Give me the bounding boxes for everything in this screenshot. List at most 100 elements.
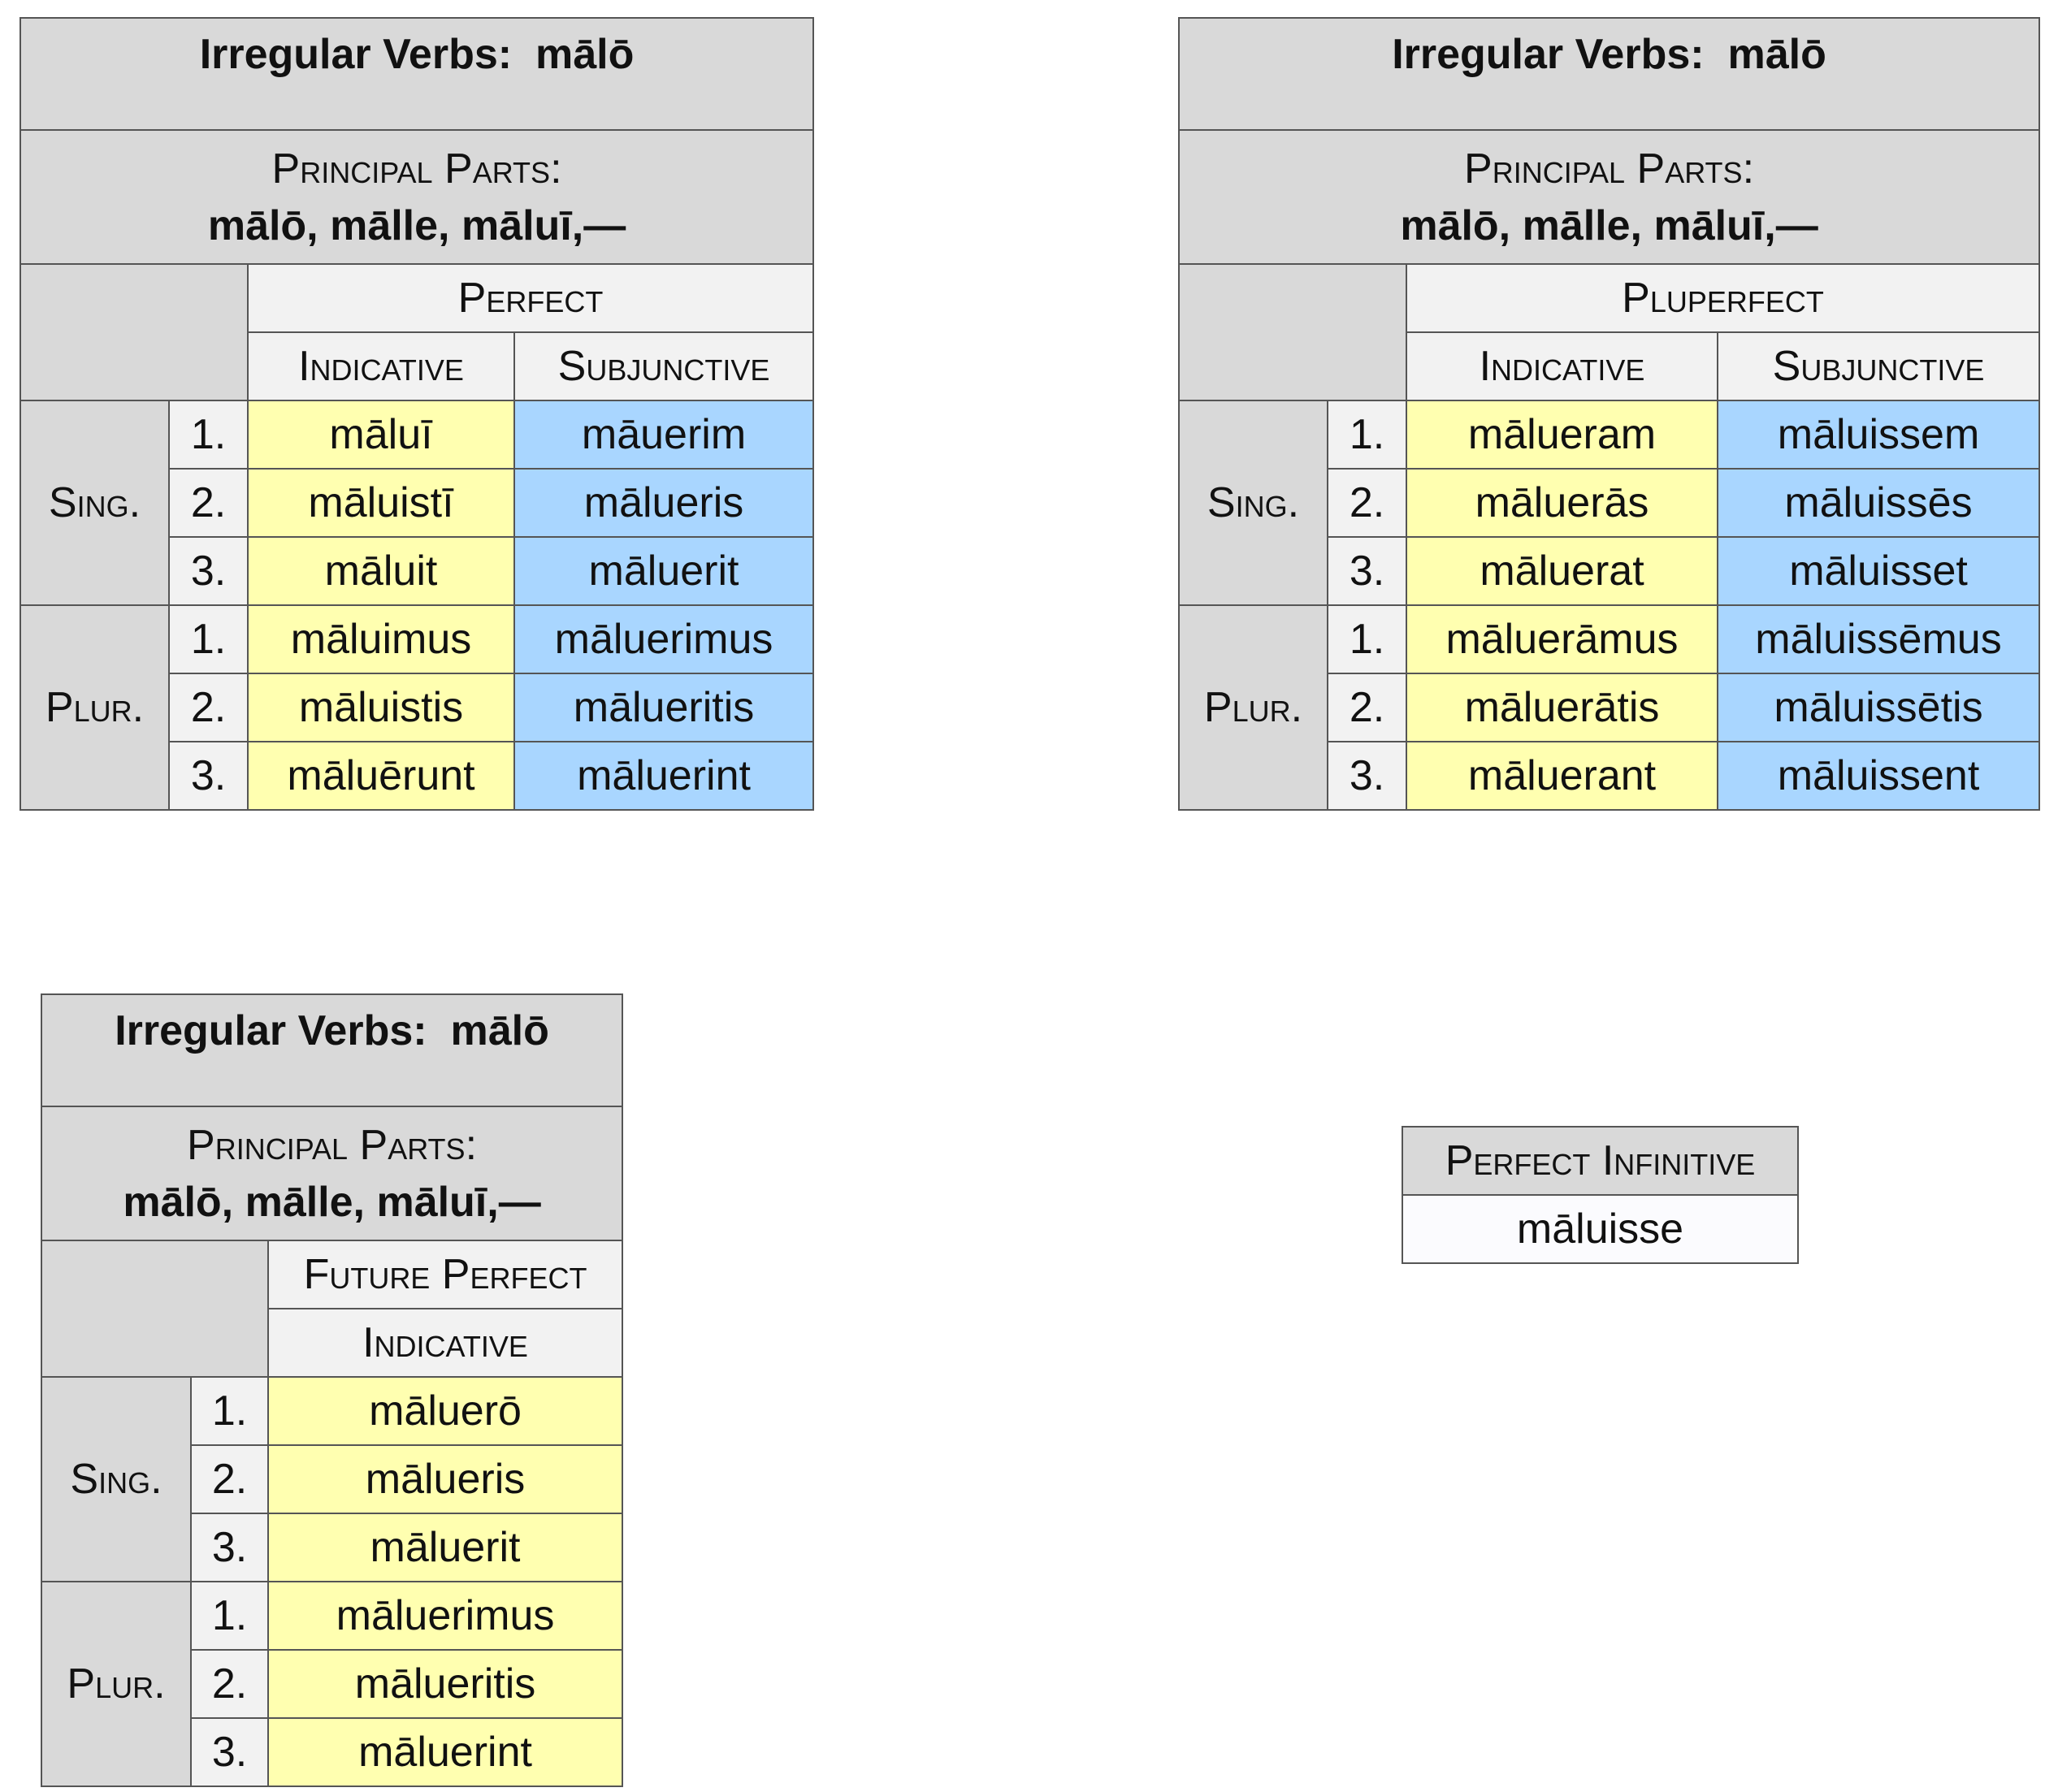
- form-row: 2. māluerās māluissēs: [1179, 468, 2041, 538]
- tense-header: Future Perfect: [266, 1240, 624, 1309]
- corner: [1178, 263, 1407, 401]
- tense-row: Future Perfect: [41, 1240, 624, 1378]
- verb-form: māluissēs: [1716, 468, 2041, 538]
- verb-form: māluit: [247, 536, 515, 606]
- form-row: 3. māluērunt māluerint: [20, 741, 815, 811]
- verb-form: mālueram: [1406, 400, 1718, 470]
- principal-parts-cell: Principal Parts: mālō, mālle, māluī,—: [40, 1106, 624, 1241]
- person-label: 3.: [190, 1717, 269, 1787]
- tense-row: Perfect: [19, 263, 815, 401]
- table-title: Irregular Verbs: mālō: [1177, 17, 2041, 131]
- verb-form: māluerint: [266, 1717, 624, 1787]
- conjugation-table: Irregular Verbs: mālō Principal Parts: māl…: [40, 993, 624, 1787]
- person-label: 1.: [190, 1376, 269, 1446]
- person-label: 1.: [1327, 400, 1407, 470]
- principal-parts-row: Principal Parts: mālō, mālle, māluī,—: [19, 129, 815, 265]
- number-label: Sing.: [1178, 400, 1328, 606]
- mood-header: Indicative: [1406, 331, 1718, 401]
- verb-form: māluissent: [1716, 741, 2041, 811]
- principal-parts-cell: Principal Parts: mālō, mālle, māluī,—: [1177, 129, 2041, 265]
- person-label: 2.: [1327, 468, 1407, 538]
- verb-form: māluissēmus: [1716, 604, 2041, 674]
- form-row: Plur. 1. māluimus māluerimus: [19, 604, 815, 811]
- verb-form: mālueritis: [266, 1649, 624, 1719]
- person-label: 1.: [1327, 604, 1407, 674]
- title-row: Irregular Verbs: mālō: [19, 17, 815, 131]
- verb-form: māluerant: [1406, 741, 1718, 811]
- person-label: 1.: [190, 1581, 269, 1651]
- form-row: 2. māluistī mālueris: [20, 468, 815, 538]
- table-title: Irregular Verbs: mālō: [40, 993, 624, 1107]
- mood-row: Indicative: [41, 1308, 624, 1378]
- verb-form: mālueris: [266, 1444, 624, 1514]
- principal-parts: mālō, mālle, māluī,—: [123, 1178, 541, 1226]
- form-row: 3. māluerant māluissent: [1179, 741, 2041, 811]
- corner: [19, 263, 249, 401]
- verb-form: māluimus: [247, 604, 515, 674]
- infinitive-label-row: Perfect Infinitive: [1402, 1126, 1799, 1196]
- form-row: 2. māluistis mālueritis: [20, 673, 815, 742]
- person-label: 3.: [1327, 536, 1407, 606]
- principal-parts-label: Principal Parts:: [187, 1121, 478, 1169]
- person-label: 2.: [168, 673, 249, 742]
- form-row: Plur. 1. māluerimus: [41, 1581, 624, 1787]
- infinitive-table: Perfect Infinitive māluisse: [1402, 1126, 1799, 1264]
- person-label: 3.: [190, 1513, 269, 1582]
- principal-parts-label: Principal Parts:: [271, 145, 562, 193]
- number-label: Plur.: [41, 1581, 192, 1787]
- form-row: Sing. 1. mālueram māluissem: [1178, 400, 2041, 606]
- form-row: 3. māluerat māluisset: [1179, 536, 2041, 606]
- form-row: 2. mālueris: [41, 1444, 624, 1514]
- conjugation-table: Irregular Verbs: mālō Principal Parts: māl…: [19, 17, 815, 811]
- number-label: Plur.: [1178, 604, 1328, 811]
- conjugation-table: Irregular Verbs: mālō Principal Parts: māl…: [1177, 17, 2041, 811]
- person-label: 3.: [1327, 741, 1407, 811]
- corner: [41, 1240, 269, 1378]
- mood-header: Indicative: [247, 331, 515, 401]
- verb-form: māluerāmus: [1406, 604, 1718, 674]
- person-label: 2.: [190, 1444, 269, 1514]
- verb-form: mālueris: [513, 468, 815, 538]
- number-label: Sing.: [41, 1376, 192, 1582]
- tense-row: Pluperfect: [1178, 263, 2041, 401]
- verb-form: māluerimus: [513, 604, 815, 674]
- verb-form: māluerat: [1406, 536, 1718, 606]
- number-label: Plur.: [19, 604, 170, 811]
- verb-form: māluerimus: [266, 1581, 624, 1651]
- person-label: 2.: [168, 468, 249, 538]
- person-label: 3.: [168, 536, 249, 606]
- principal-parts-label: Principal Parts:: [1464, 145, 1755, 193]
- verb-form: māluerō: [266, 1376, 624, 1446]
- verb-form: māluissētis: [1716, 673, 2041, 742]
- verb-form: māluistī: [247, 468, 515, 538]
- principal-parts-row: Principal Parts: mālō, mālle, māluī,—: [40, 1106, 624, 1241]
- form-row: 2. mālueritis: [41, 1649, 624, 1719]
- form-row: 3. māluerint: [41, 1717, 624, 1787]
- verb-form: māluerātis: [1406, 673, 1718, 742]
- principal-parts: mālō, mālle, māluī,—: [207, 201, 626, 249]
- person-label: 3.: [168, 741, 249, 811]
- person-label: 2.: [190, 1649, 269, 1719]
- verb-form: māluerint: [513, 741, 815, 811]
- mood-header: Subjunctive: [1716, 331, 2041, 401]
- title-row: Irregular Verbs: mālō: [1177, 17, 2041, 131]
- verb-form: māluistis: [247, 673, 515, 742]
- mood-header: Subjunctive: [513, 331, 815, 401]
- mood-row: Indicative Subjunctive: [1179, 331, 2041, 401]
- verb-form: māuerim: [513, 400, 815, 470]
- mood-row: Indicative Subjunctive: [20, 331, 815, 401]
- table-title: Irregular Verbs: mālō: [19, 17, 815, 131]
- form-row: Sing. 1. māluerō: [41, 1376, 624, 1582]
- form-row: 3. māluit māluerit: [20, 536, 815, 606]
- principal-parts: mālō, mālle, māluī,—: [1400, 201, 1818, 249]
- verb-form: māluerās: [1406, 468, 1718, 538]
- person-label: 1.: [168, 400, 249, 470]
- principal-parts-cell: Principal Parts: mālō, mālle, māluī,—: [19, 129, 815, 265]
- form-row: Plur. 1. māluerāmus māluissēmus: [1178, 604, 2041, 811]
- title-row: Irregular Verbs: mālō: [40, 993, 624, 1107]
- verb-form: māluī: [247, 400, 515, 470]
- verb-form: māluissem: [1716, 400, 2041, 470]
- principal-parts-row: Principal Parts: mālō, mālle, māluī,—: [1177, 129, 2041, 265]
- form-row: 2. māluerātis māluissētis: [1179, 673, 2041, 742]
